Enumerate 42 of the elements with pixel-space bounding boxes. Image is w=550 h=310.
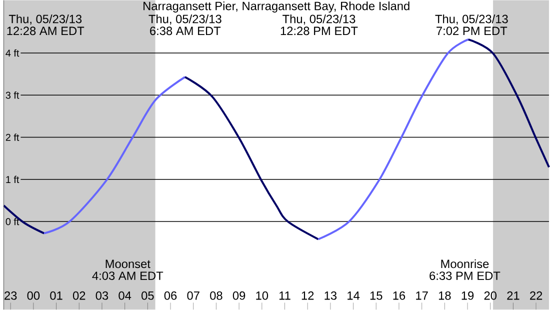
x-tick-label: 23	[4, 291, 17, 300]
annotation: 12:28 AM EDT	[7, 26, 84, 36]
chart-title: Narragansett Pier, Narragansett Bay, Rhode Island	[144, 2, 410, 13]
annotation: Thu, 05/23/13	[435, 14, 508, 25]
y-tick-label: 0 ft	[6, 218, 20, 226]
x-tick-label: 07	[187, 291, 200, 300]
x-tick-label: 04	[118, 291, 132, 300]
x-tick-label: 14	[348, 292, 360, 300]
x-tick-label: 16	[393, 291, 406, 300]
x-tick-label: 17	[416, 292, 428, 300]
x-tick-label: 09	[232, 291, 246, 300]
annotation: Thu, 05/23/13	[282, 14, 356, 25]
x-tick-label: 08	[210, 291, 222, 300]
x-tick-label: 00	[27, 291, 40, 300]
y-tick-label: 2 ft	[6, 134, 20, 141]
x-tick-label: 10	[256, 291, 268, 300]
x-tick-label: 15	[370, 292, 382, 300]
y-tick-label: 3 ft	[6, 92, 20, 99]
annotation: 7:02 PM EDT	[436, 26, 508, 36]
annotation: Moonset	[106, 260, 150, 268]
annotation: Thu, 05/23/13	[8, 14, 82, 25]
x-tick-label: 18	[438, 291, 451, 300]
x-tick-label: 21	[507, 291, 520, 300]
annotation: 4:03 AM EDT	[92, 272, 164, 280]
annotation: 12:28 PM EDT	[280, 26, 358, 36]
x-tick-label: 12	[302, 291, 314, 300]
y-tick-label: 4 ft	[6, 49, 20, 57]
y-tick-label: 1 ft	[6, 176, 20, 184]
annotation: 6:33 PM EDT	[430, 272, 500, 280]
x-tick-label: 22	[530, 291, 542, 300]
x-tick-label: 19	[462, 291, 474, 300]
x-tick-label: 02	[72, 291, 86, 300]
annotation: 6:38 AM EDT	[150, 26, 221, 36]
annotation: Moonrise	[441, 259, 489, 268]
x-tick-label: 20	[484, 291, 497, 300]
x-tick-label: 05	[142, 291, 154, 300]
x-tick-label: 01	[50, 291, 62, 300]
x-tick-label: 13	[324, 291, 337, 300]
annotation: Thu, 05/23/13	[148, 14, 222, 25]
x-tick-label: 11	[279, 292, 290, 300]
x-tick-label: 06	[164, 291, 177, 300]
x-tick-label: 03	[96, 291, 108, 300]
